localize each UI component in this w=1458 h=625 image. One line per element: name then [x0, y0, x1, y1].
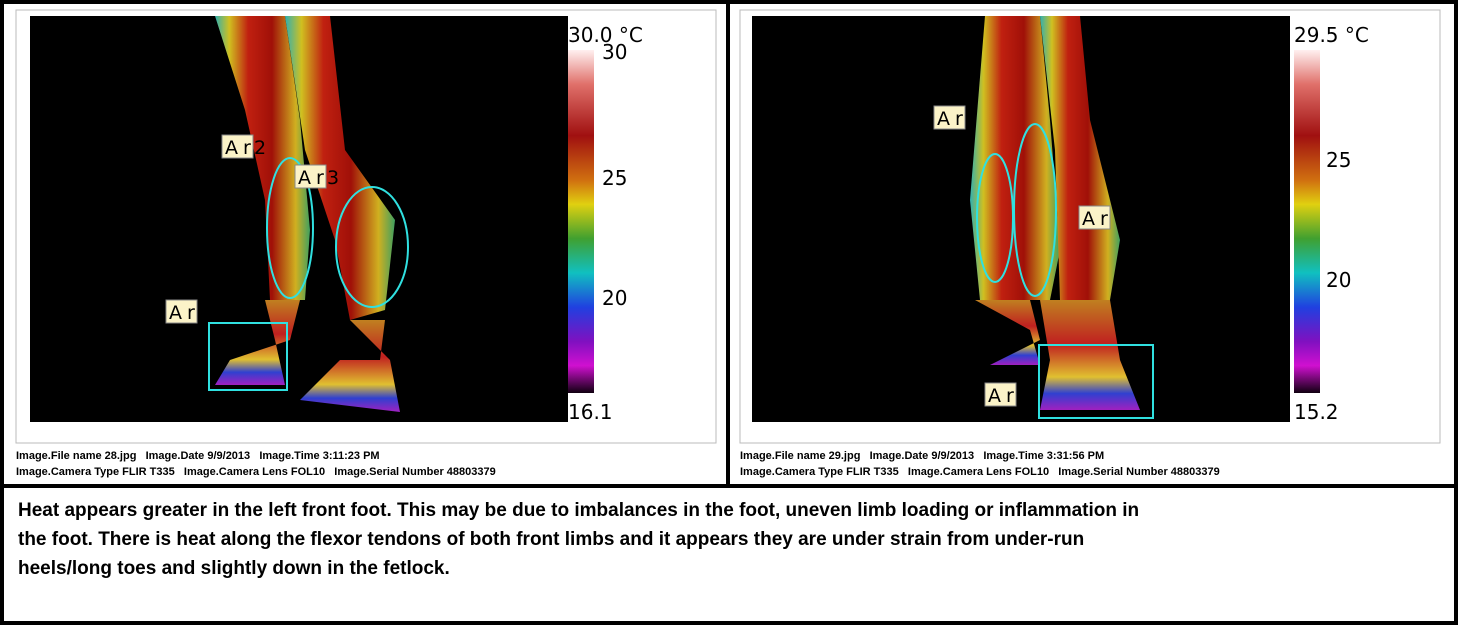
color-scale: [568, 50, 594, 393]
color-scale: [1294, 50, 1320, 393]
hoof: [1040, 300, 1140, 410]
image-info: Image.Camera Type FLIR T335 Image.Camera…: [740, 466, 1220, 478]
area-label-box: [984, 382, 1017, 407]
scale-tick: 30: [602, 40, 627, 64]
leg: [215, 16, 310, 300]
panel-frame: [15, 9, 717, 444]
area-box: [208, 322, 288, 391]
scale-max: 29.5 °C: [1294, 23, 1369, 47]
thermal-panel: Ar 2 Ar 3 Ar 30.0 °C 30 25 20 16.1 Image…: [15, 9, 717, 478]
area-label: Ar: [169, 302, 200, 324]
area-label: Ar: [937, 108, 968, 130]
image-info: Image.Camera Type FLIR T335 Image.Camera…: [16, 466, 496, 478]
image-info: Image.File name 29.jpg Image.Date 9/9/20…: [740, 450, 1104, 462]
image-info: Image.File name 28.jpg Image.Date 9/9/20…: [16, 450, 380, 462]
area-ellipse: [335, 186, 409, 308]
area-box: [1038, 344, 1154, 419]
caption-line: Heat appears greater in the left front f…: [18, 500, 1139, 521]
area-suffix: 2: [254, 137, 266, 159]
area-label: Ar: [298, 167, 329, 189]
scale-tick: 20: [1326, 268, 1351, 292]
scale-tick: 25: [602, 166, 627, 190]
caption-line: the foot. There is heat along the flexor…: [18, 529, 1084, 550]
area-label: Ar: [225, 137, 256, 159]
scale-tick: 20: [602, 286, 627, 310]
area-label-box: [165, 299, 198, 324]
area-label: Ar: [988, 385, 1019, 407]
area-label: Ar: [1082, 208, 1113, 230]
area-ellipse: [266, 157, 314, 299]
caption-line: heels/long toes and slightly down in the…: [18, 558, 450, 579]
area-label-box: [933, 105, 966, 130]
scale-max: 30.0 °C: [568, 23, 643, 47]
area-ellipse: [1013, 123, 1057, 297]
area-label-box: [1078, 205, 1111, 230]
scale-min: 16.1: [568, 400, 613, 424]
scale-min: 15.2: [1294, 400, 1339, 424]
area-ellipse: [976, 153, 1014, 283]
hoof: [300, 320, 400, 412]
scale-tick: 25: [1326, 148, 1351, 172]
panel-frame: [739, 9, 1441, 444]
thermal-panel: Ar Ar Ar 29.5 °C 25 20 15.2 Image.File n…: [739, 9, 1441, 478]
area-label-box: [294, 164, 327, 189]
hoof: [975, 300, 1040, 365]
leg: [970, 16, 1060, 300]
hoof: [215, 300, 300, 385]
area-suffix: 3: [327, 167, 339, 189]
leg: [285, 16, 395, 320]
area-label-box: [221, 134, 254, 159]
